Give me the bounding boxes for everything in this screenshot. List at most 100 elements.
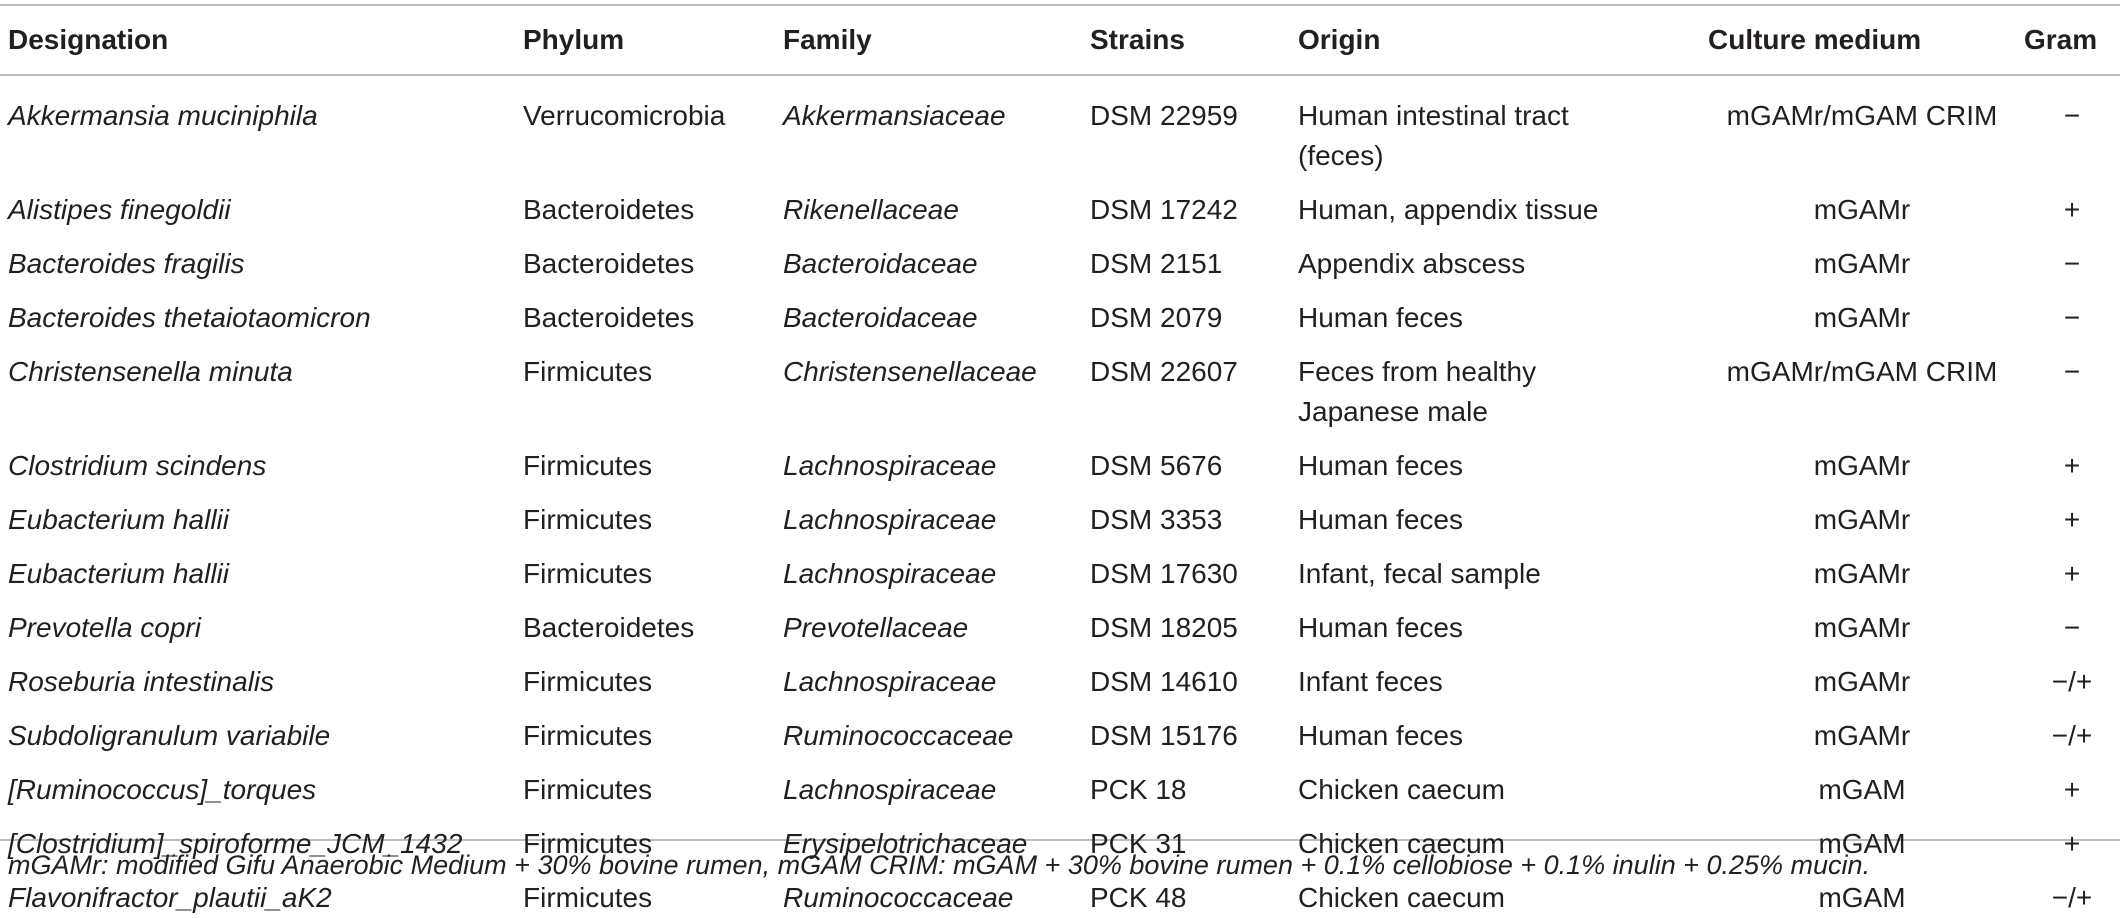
cell-culture-medium: mGAMr xyxy=(1813,504,1911,535)
cell-strain: DSM 2079 xyxy=(1090,302,1223,333)
cell-phylum: Firmicutes xyxy=(523,504,653,535)
table-row: Clostridium scindens Firmicutes Lachnospir… xyxy=(0,432,2120,486)
cell-origin: Human, appendix tissue xyxy=(1290,176,1700,230)
table-figure: Designation Phylum Family Strains Origin… xyxy=(0,4,2120,913)
cell-gram: + xyxy=(2063,450,2081,481)
cell-origin: Human feces xyxy=(1290,702,1700,756)
table-header-rule xyxy=(0,74,2120,76)
cell-origin: Infant, fecal sample xyxy=(1290,540,1700,594)
cell-gram: − xyxy=(2063,302,2081,333)
cell-strain: DSM 3353 xyxy=(1090,504,1223,535)
cell-strain: DSM 14610 xyxy=(1090,666,1238,697)
cell-strain: DSM 17630 xyxy=(1090,558,1238,589)
table-bottom-rule xyxy=(0,839,2120,841)
header-family: Family xyxy=(783,24,872,55)
cell-gram: −/+ xyxy=(2051,720,2093,751)
cell-origin: Chicken caecum xyxy=(1290,756,1700,810)
cell-culture-medium: mGAMr xyxy=(1813,194,1911,225)
cell-designation: Roseburia intestinalis xyxy=(8,666,275,697)
cell-culture-medium: mGAMr xyxy=(1813,666,1911,697)
cell-family: Lachnospiraceae xyxy=(783,774,997,805)
cell-family: Lachnospiraceae xyxy=(783,666,997,697)
cell-family: Prevotellaceae xyxy=(783,612,969,643)
origin-line: Chicken caecum xyxy=(1298,774,1505,805)
table-row: Alistipes finegoldii Bacteroidetes Rikenel… xyxy=(0,176,2120,230)
cell-designation: Alistipes finegoldii xyxy=(8,194,231,225)
header-phylum: Phylum xyxy=(523,24,625,55)
cell-strain: DSM 2151 xyxy=(1090,248,1223,279)
cell-gram: − xyxy=(2063,356,2081,387)
cell-phylum: Verrucomicrobia xyxy=(523,100,726,131)
origin-line: Japanese male xyxy=(1298,396,1488,427)
cell-culture-medium: mGAMr xyxy=(1813,248,1911,279)
cell-phylum: Firmicutes xyxy=(523,828,653,859)
table-row: [Ruminococcus]_torques Firmicutes Lachnosp… xyxy=(0,756,2120,810)
cell-origin: Infant feces xyxy=(1290,648,1700,702)
cell-phylum: Bacteroidetes xyxy=(523,248,695,279)
cell-gram: + xyxy=(2063,828,2081,859)
cell-family: Lachnospiraceae xyxy=(783,450,997,481)
cell-family: Christensenellaceae xyxy=(783,356,1037,387)
cell-culture-medium: mGAMr xyxy=(1813,302,1911,333)
header-strains: Strains xyxy=(1090,24,1185,55)
cell-family: Erysipelotrichaceae xyxy=(783,828,1028,859)
cell-designation: Prevotella copri xyxy=(8,612,201,643)
table-row: Subdoligranulum variabile Firmicutes Rumin… xyxy=(0,702,2120,756)
cell-phylum: Firmicutes xyxy=(523,666,653,697)
origin-line: Infant feces xyxy=(1298,666,1443,697)
cell-designation: [Clostridium]_spiroforme_JCM_1432 xyxy=(8,828,463,859)
origin-line: Human feces xyxy=(1298,612,1463,643)
cell-origin: Human intestinal tract (feces) xyxy=(1290,74,1700,176)
cell-phylum: Firmicutes xyxy=(523,558,653,589)
cell-phylum: Bacteroidetes xyxy=(523,302,695,333)
origin-line: Human feces xyxy=(1298,302,1463,333)
cell-phylum: Firmicutes xyxy=(523,774,653,805)
cell-gram: −/+ xyxy=(2051,666,2093,697)
table-row: Eubacterium hallii Firmicutes Lachnospirac… xyxy=(0,540,2120,594)
cell-culture-medium: mGAMr xyxy=(1813,450,1911,481)
origin-line: Chicken caecum xyxy=(1298,882,1505,913)
cell-family: Lachnospiraceae xyxy=(783,504,997,535)
cell-origin: Appendix abscess xyxy=(1290,230,1700,284)
cell-culture-medium: mGAMr xyxy=(1813,720,1911,751)
cell-family: Bacteroidaceae xyxy=(783,302,978,333)
origin-line: Human feces xyxy=(1298,450,1463,481)
cell-family: Lachnospiraceae xyxy=(783,558,997,589)
cell-gram: −/+ xyxy=(2051,882,2093,913)
origin-line: Appendix abscess xyxy=(1298,248,1526,279)
header-row: Designation Phylum Family Strains Origin… xyxy=(0,6,2120,74)
table-row: Bacteroides thetaiotaomicron Bacteroidete… xyxy=(0,284,2120,338)
cell-family: Rikenellaceae xyxy=(783,194,959,225)
cell-culture-medium: mGAMr/mGAM CRIM xyxy=(1726,356,1998,387)
table-row: [Clostridium]_spiroforme_JCM_1432 Firmicu… xyxy=(0,810,2120,864)
origin-line: Feces from healthy xyxy=(1298,356,1537,387)
cell-phylum: Firmicutes xyxy=(523,356,653,387)
cell-designation: Bacteroides thetaiotaomicron xyxy=(8,302,371,333)
cell-culture-medium: mGAM xyxy=(1818,774,1906,805)
cell-phylum: Firmicutes xyxy=(523,720,653,751)
cell-phylum: Bacteroidetes xyxy=(523,612,695,643)
cell-designation: [Ruminococcus]_torques xyxy=(8,774,317,805)
cell-culture-medium: mGAMr xyxy=(1813,558,1911,589)
cell-gram: − xyxy=(2063,248,2081,279)
origin-line: Human feces xyxy=(1298,720,1463,751)
cell-designation: Christensenella minuta xyxy=(8,356,293,387)
header-gram: Gram xyxy=(2024,24,2098,55)
cell-origin: Human feces xyxy=(1290,284,1700,338)
cell-origin: Human feces xyxy=(1290,594,1700,648)
cell-strain: DSM 15176 xyxy=(1090,720,1238,751)
cell-designation: Clostridium scindens xyxy=(8,450,267,481)
cell-designation: Eubacterium hallii xyxy=(8,504,229,535)
cell-culture-medium: mGAM xyxy=(1818,828,1906,859)
cell-family: Ruminococcaceae xyxy=(783,720,1014,751)
table-row: Akkermansia muciniphila Verrucomicrobia Ak… xyxy=(0,74,2120,176)
cell-designation: Subdoligranulum variabile xyxy=(8,720,331,751)
cell-origin: Human feces xyxy=(1290,486,1700,540)
origin-line: Infant, fecal sample xyxy=(1298,558,1541,589)
cell-strain: PCK 18 xyxy=(1090,774,1187,805)
table-top-rule xyxy=(0,4,2120,6)
cell-culture-medium: mGAMr xyxy=(1813,612,1911,643)
cell-family: Akkermansiaceae xyxy=(783,100,1006,131)
cell-gram: − xyxy=(2063,612,2081,643)
cell-strain: DSM 5676 xyxy=(1090,450,1223,481)
